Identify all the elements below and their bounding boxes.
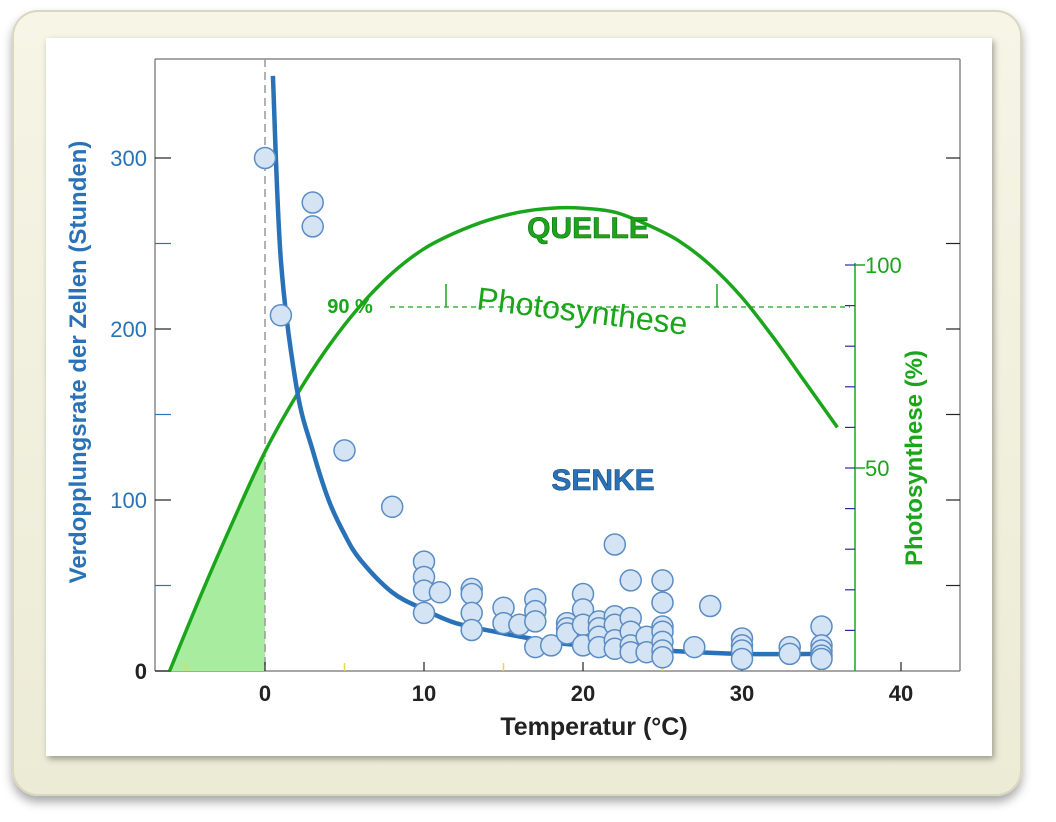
data-point xyxy=(333,439,356,462)
data-point xyxy=(778,642,801,666)
data-points xyxy=(253,146,833,671)
data-point xyxy=(539,634,563,657)
y-left-ticks: 0 100 200 300 xyxy=(110,146,960,684)
data-point xyxy=(603,533,627,556)
data-point xyxy=(651,646,674,669)
y-right-tick-label-100: 100 xyxy=(865,253,902,278)
data-point xyxy=(730,647,754,671)
y-left-axis-title: Verdopplungsrate der Zellen (Stunden) xyxy=(65,141,92,584)
x-ticks: 0 10 20 30 40 xyxy=(184,662,913,706)
photosynthese-curve-label: Photosynthese xyxy=(475,280,690,342)
data-point xyxy=(460,582,483,606)
quelle-label: QUELLE xyxy=(527,212,649,245)
data-point xyxy=(301,215,324,238)
y-left-tick-label-300: 300 xyxy=(110,146,147,171)
y-right-axis-title: Photosynthese (%) xyxy=(901,350,928,566)
x-tick-label-0: 0 xyxy=(259,681,271,706)
series-line-verdopplungsrate xyxy=(270,75,822,657)
y-left-tick-label-200: 200 xyxy=(110,317,147,342)
data-point xyxy=(810,647,833,671)
data-point xyxy=(253,146,277,170)
y-right-tick-label-50: 50 xyxy=(865,456,889,481)
data-point xyxy=(460,618,483,642)
data-point xyxy=(428,581,452,604)
data-point xyxy=(698,594,722,618)
data-point xyxy=(269,304,293,327)
x-tick-label-40: 40 xyxy=(889,681,913,706)
data-point xyxy=(651,591,674,614)
data-point xyxy=(619,569,642,592)
data-point xyxy=(651,569,674,592)
y-left-tick-label-100: 100 xyxy=(110,488,147,513)
data-point xyxy=(380,495,404,519)
data-point xyxy=(412,601,436,625)
x-tick-label-30: 30 xyxy=(730,681,754,706)
y-left-tick-label-0: 0 xyxy=(135,659,147,684)
data-point xyxy=(524,610,547,633)
x-axis-title: Temperatur (°C) xyxy=(500,713,687,741)
ninety-percent-label: 90 % xyxy=(327,296,373,318)
data-point xyxy=(683,635,706,659)
x-tick-label-20: 20 xyxy=(571,681,595,706)
data-point xyxy=(301,191,324,214)
series-line-photosynthese xyxy=(167,205,839,671)
senke-label: SENKE xyxy=(551,464,654,497)
x-tick-label-10: 10 xyxy=(412,681,436,706)
data-point xyxy=(810,615,833,638)
y-right-ticks: 50 100 xyxy=(845,253,902,671)
ninety-percent-line-group xyxy=(390,284,850,308)
